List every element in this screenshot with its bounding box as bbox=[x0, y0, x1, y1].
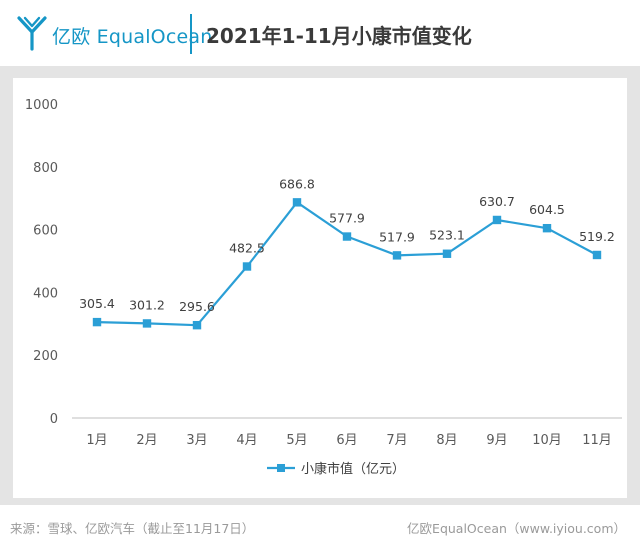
y-tick-label: 400 bbox=[33, 286, 58, 301]
y-tick-label: 200 bbox=[33, 349, 58, 364]
data-label: 301.2 bbox=[129, 297, 165, 312]
y-tick-label: 0 bbox=[50, 412, 58, 427]
data-label: 517.9 bbox=[379, 229, 415, 244]
x-tick-label: 9月 bbox=[486, 433, 507, 448]
data-label: 523.1 bbox=[429, 228, 465, 243]
data-point bbox=[392, 251, 402, 260]
data-label: 482.5 bbox=[229, 240, 265, 255]
data-label: 519.2 bbox=[579, 229, 615, 244]
x-tick-label: 5月 bbox=[286, 433, 307, 448]
x-tick-label: 2月 bbox=[136, 433, 157, 448]
header-divider bbox=[190, 14, 192, 54]
data-point bbox=[192, 320, 202, 330]
x-tick-label: 4月 bbox=[236, 433, 257, 448]
page-title: 2021年1-11月小康市值变化 bbox=[206, 24, 472, 48]
data-point bbox=[542, 223, 552, 233]
y-tick-label: 800 bbox=[33, 161, 58, 176]
data-point bbox=[442, 249, 452, 258]
data-point bbox=[342, 232, 352, 241]
data-point bbox=[242, 262, 252, 271]
equalocean-logo-icon bbox=[17, 16, 47, 51]
legend-label: 小康市值（亿元） bbox=[301, 461, 405, 477]
x-tick-label: 10月 bbox=[532, 433, 562, 448]
data-label: 305.4 bbox=[79, 296, 115, 311]
data-label: 577.9 bbox=[329, 211, 365, 226]
y-tick-label: 600 bbox=[33, 224, 58, 239]
x-tick-label: 7月 bbox=[386, 433, 407, 448]
data-point bbox=[592, 250, 602, 260]
x-tick-label: 3月 bbox=[186, 433, 207, 448]
y-tick-label: 1000 bbox=[25, 98, 58, 113]
data-label: 686.8 bbox=[279, 176, 315, 191]
data-point bbox=[292, 198, 302, 207]
data-point bbox=[492, 215, 502, 225]
line-chart: 0 200 400 600 800 1000 1月 2月 3月 4月 5月 6月 7月 8月 9月 10月 11… bbox=[25, 98, 622, 477]
footer: 来源：雪球、亿欧汽车（截止至11月17日） 亿欧EqualOcean（www.i… bbox=[0, 506, 640, 547]
data-label: 604.5 bbox=[529, 202, 565, 217]
x-tick-label: 6月 bbox=[336, 433, 357, 448]
brand-name: 亿欧 EqualOcean bbox=[52, 26, 213, 48]
x-tick-label: 1月 bbox=[86, 433, 107, 448]
data-point bbox=[92, 317, 102, 327]
x-tick-label: 11月 bbox=[582, 433, 612, 448]
credit-note: 亿欧EqualOcean（www.iyiou.com） bbox=[407, 521, 626, 536]
legend-marker bbox=[277, 464, 285, 472]
x-tick-label: 8月 bbox=[436, 433, 457, 448]
data-label: 295.6 bbox=[179, 299, 215, 314]
chart-card bbox=[13, 78, 627, 498]
data-label: 630.7 bbox=[479, 194, 515, 209]
data-point bbox=[142, 319, 152, 328]
header: 亿欧 EqualOcean 2021年1-11月小康市值变化 bbox=[0, 0, 640, 66]
source-note: 来源：雪球、亿欧汽车（截止至11月17日） bbox=[10, 521, 255, 536]
